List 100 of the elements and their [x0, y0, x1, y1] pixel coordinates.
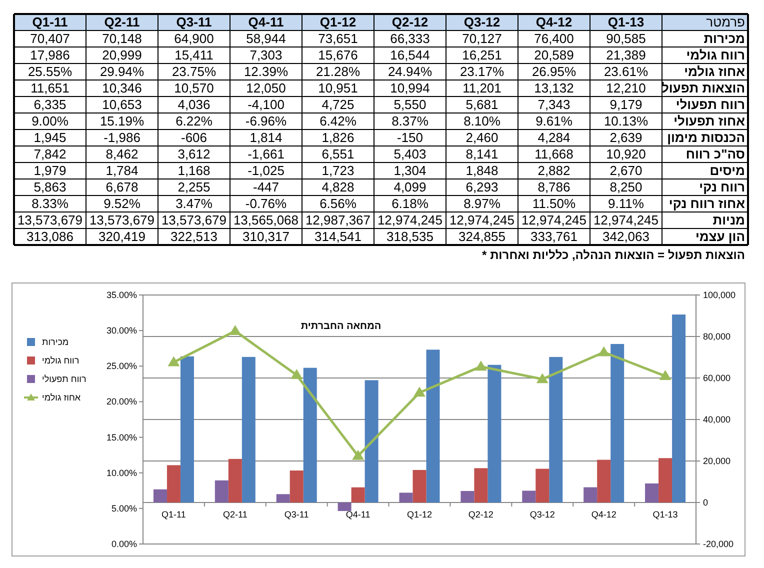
text: 23.61% — [604, 64, 648, 79]
y2-tick-label: 80,000 — [703, 332, 731, 342]
y-tick-label: 15.00% — [106, 432, 137, 442]
x-tick-label: Q4-11 — [346, 510, 370, 520]
text: 10,653 — [102, 97, 142, 112]
text: פרמטר — [706, 14, 746, 30]
bar — [276, 494, 290, 502]
category-label: Q1-13 — [608, 14, 644, 30]
category-label: Q1-12 — [320, 14, 356, 30]
category-label: אחוז רווח נקי — [668, 196, 745, 211]
text: 4,099 — [394, 180, 426, 194]
text: 12,974,245 — [593, 212, 659, 228]
bar — [460, 490, 474, 502]
text: 8,250 — [610, 180, 642, 194]
text: 12,210 — [606, 80, 646, 96]
text: 12.39% — [244, 64, 288, 79]
category-label: רווח נקי — [699, 180, 745, 194]
text: 73,651 — [318, 31, 358, 46]
text: 314,541 — [314, 229, 362, 244]
bar — [338, 502, 352, 512]
text: 1,979 — [34, 163, 66, 178]
x-tick-label: Q3-12 — [530, 510, 555, 520]
text: 29.94% — [100, 64, 144, 79]
text: 11,201 — [462, 80, 502, 96]
category-label: Q2-12 — [392, 14, 428, 30]
y2-tick-label: 0 — [703, 498, 708, 508]
text: 318,535 — [386, 229, 434, 244]
text: 11,668 — [534, 146, 574, 162]
text: 1,814 — [250, 130, 282, 145]
text: 324,855 — [458, 229, 506, 244]
text: 10.13% — [604, 114, 648, 128]
text: 76,400 — [534, 31, 574, 46]
bar — [549, 356, 563, 502]
text: 9.61% — [536, 114, 572, 128]
legend-label: רווח גולמי — [42, 356, 80, 366]
text: 333,761 — [530, 229, 578, 244]
text: 13,573,679 — [161, 212, 227, 228]
category-label: אחוז תפעולי — [674, 114, 745, 128]
text: 21,389 — [606, 48, 646, 62]
text: 5,681 — [466, 97, 498, 112]
bar — [399, 492, 413, 502]
bar — [228, 458, 242, 502]
text: * הוצאות תפעול = הוצאות הנהלה, כלליות ואחרות — [482, 248, 745, 262]
text: 6.42% — [320, 114, 356, 128]
bar — [658, 458, 672, 502]
text: 10,920 — [606, 146, 646, 162]
bar — [597, 460, 611, 502]
y2-tick-label: 40,000 — [703, 414, 731, 424]
text: 2,639 — [610, 130, 642, 145]
bar — [488, 364, 502, 502]
text: 5,863 — [34, 180, 66, 194]
x-tick-label: Q3-11 — [284, 510, 309, 520]
annotation: המחאה החברתית — [300, 321, 382, 332]
y-tick-label: 0.00% — [111, 539, 137, 549]
text: 8,786 — [538, 180, 570, 194]
bar — [303, 368, 317, 502]
x-tick-label: Q2-12 — [468, 510, 494, 520]
text: 11,651 — [30, 80, 70, 96]
text: 6,335 — [34, 97, 66, 112]
y-tick-label: 5.00% — [111, 503, 137, 514]
text: 15,676 — [318, 48, 358, 62]
point — [168, 356, 180, 366]
category-label: Q1-11 — [32, 14, 68, 30]
y2-tick-label: 20,000 — [703, 456, 731, 466]
text: 3,612 — [178, 146, 210, 162]
bar — [536, 468, 550, 502]
bar — [610, 344, 624, 502]
text: 17,986 — [30, 48, 70, 62]
bar — [364, 380, 378, 502]
x-tick-label: Q4-12 — [591, 510, 616, 520]
text: -6.96% — [245, 114, 287, 128]
category-label: מיסים — [710, 163, 745, 178]
category-label: אחוז גולמי — [684, 64, 745, 79]
category-label: רווח תפעולי — [676, 97, 745, 112]
text: 13,132 — [534, 80, 574, 96]
point — [536, 373, 548, 384]
text: 16,544 — [390, 48, 430, 62]
text: 9,179 — [610, 97, 642, 112]
category-label: הכנסות מימון — [667, 130, 745, 145]
category-label: Q3-12 — [464, 14, 500, 30]
text: 320,419 — [98, 229, 146, 244]
text: -4,100 — [248, 97, 284, 112]
text: 2,882 — [538, 163, 570, 178]
text: 1,723 — [322, 163, 354, 178]
text: 5,403 — [394, 146, 426, 162]
point — [352, 450, 364, 460]
bar — [522, 490, 536, 502]
text: 13,565,068 — [233, 212, 299, 228]
category-label: Q4-11 — [248, 14, 284, 30]
category-label: הון עצמי — [695, 229, 745, 244]
text: 3.47% — [176, 196, 212, 211]
text: 7,842 — [34, 146, 66, 162]
text: 15.19% — [100, 114, 144, 128]
text: 7,343 — [538, 97, 570, 112]
text: 58,944 — [246, 31, 286, 46]
text: 313,086 — [26, 229, 74, 244]
text: 23.75% — [172, 64, 216, 79]
legend-label: רווח תפעולי — [42, 374, 86, 384]
bar — [645, 483, 659, 502]
text: 2,460 — [466, 130, 498, 145]
